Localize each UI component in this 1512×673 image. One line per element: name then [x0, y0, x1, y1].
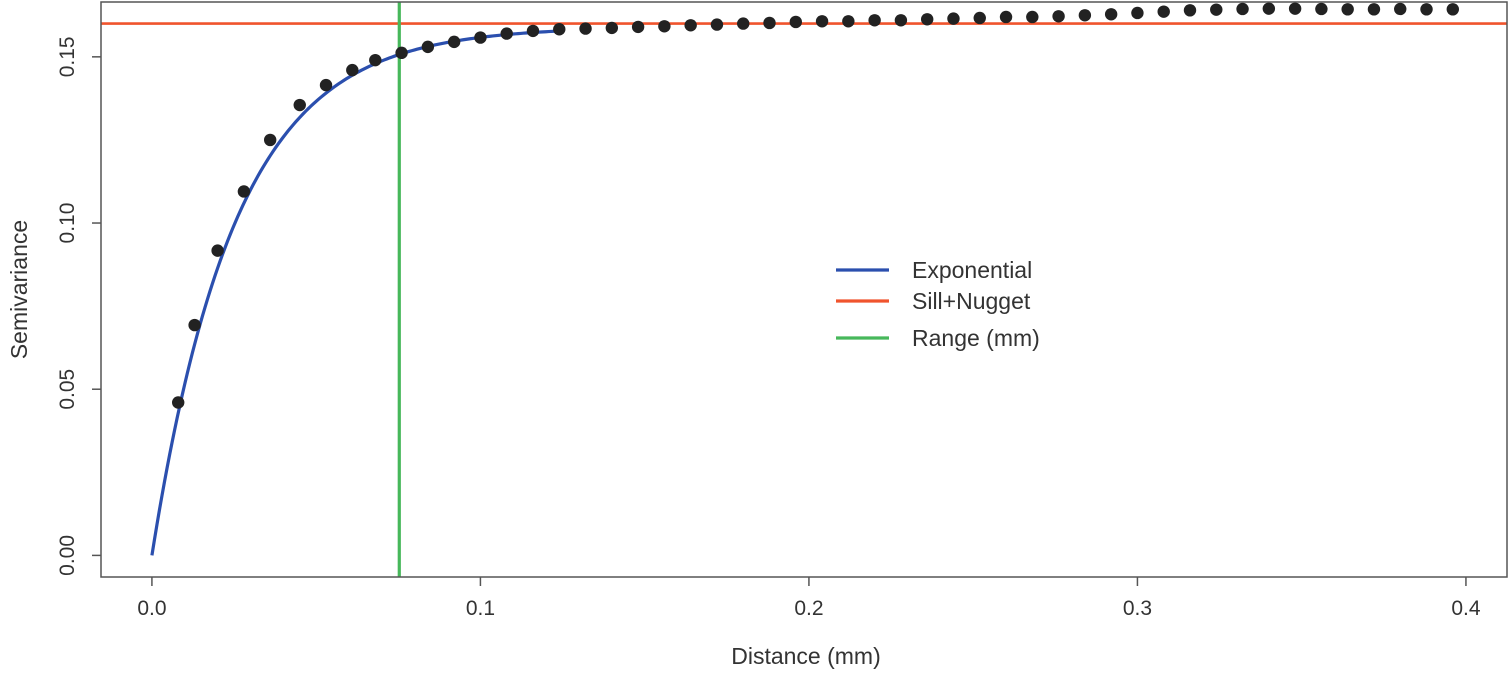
data-point [1157, 5, 1170, 18]
legend-item: Range (mm) [836, 325, 1040, 351]
data-points-layer [171, 2, 1459, 409]
data-point [1367, 3, 1381, 16]
data-point [1394, 2, 1407, 16]
data-point [346, 63, 359, 77]
data-point [447, 35, 461, 49]
data-point [658, 20, 671, 33]
data-point [842, 15, 855, 28]
data-point [815, 15, 829, 28]
data-point [1078, 9, 1092, 22]
data-point [1104, 8, 1118, 21]
exponential-curve [150, 29, 557, 556]
data-point [211, 244, 224, 257]
y-tick-label: 0.00 [56, 535, 79, 576]
data-point [684, 19, 697, 32]
data-point [526, 24, 540, 38]
data-point [868, 14, 881, 27]
x-tick-label: 0.2 [794, 597, 823, 620]
legend-label: Range (mm) [912, 325, 1040, 351]
data-point [395, 46, 408, 60]
data-point [553, 23, 566, 36]
data-point [710, 18, 724, 31]
data-point [1262, 2, 1276, 15]
data-point [1288, 2, 1302, 15]
data-point [737, 17, 750, 30]
data-point [1446, 3, 1459, 16]
data-point [947, 12, 960, 25]
data-point [293, 98, 306, 112]
data-point [369, 53, 382, 67]
x-tick-label: 0.1 [466, 597, 495, 620]
data-point [579, 22, 592, 35]
data-point [999, 10, 1013, 24]
y-axis-title: Semivariance [6, 220, 32, 359]
plot-frame [100, 1, 1508, 578]
data-point [920, 13, 934, 26]
legend-item: Exponential [836, 257, 1032, 283]
y-tick-label: 0.05 [56, 369, 79, 410]
axes-layer: 0.0 0.1 0.2 0.3 0.4 0.00 0.05 0.10 0.15 [56, 36, 1481, 620]
data-point [973, 11, 986, 25]
data-point [1420, 3, 1433, 16]
y-tick-label: 0.15 [56, 36, 79, 77]
data-point [1026, 10, 1039, 24]
data-point [1315, 2, 1328, 16]
legend-label: Exponential [912, 257, 1032, 283]
data-point [1236, 2, 1249, 16]
data-point [1052, 10, 1065, 23]
data-point [789, 15, 802, 29]
data-point [171, 396, 185, 409]
legend: Exponential Sill+Nugget Range (mm) [836, 257, 1040, 351]
data-point [631, 20, 645, 34]
x-tick-label: 0.4 [1451, 597, 1481, 620]
data-point [894, 14, 908, 27]
data-point [1341, 3, 1354, 16]
data-point [263, 133, 277, 147]
reference-lines-layer [101, 2, 1507, 577]
data-point [188, 318, 201, 332]
legend-label: Sill+Nugget [912, 288, 1031, 314]
data-point [421, 40, 435, 54]
x-axis-title: Distance (mm) [731, 643, 881, 669]
data-point [1210, 3, 1223, 16]
model-curve-layer [150, 29, 557, 556]
data-point [605, 21, 619, 35]
data-point [319, 78, 333, 92]
data-point [237, 185, 251, 198]
y-tick-label: 0.10 [56, 203, 79, 244]
legend-item: Sill+Nugget [836, 288, 1031, 314]
data-point [1183, 4, 1197, 17]
data-point [763, 16, 776, 30]
data-point [1131, 6, 1144, 20]
data-point [474, 31, 487, 44]
x-tick-label: 0.3 [1123, 597, 1152, 620]
data-point [500, 27, 513, 40]
x-tick-label: 0.0 [137, 597, 166, 620]
